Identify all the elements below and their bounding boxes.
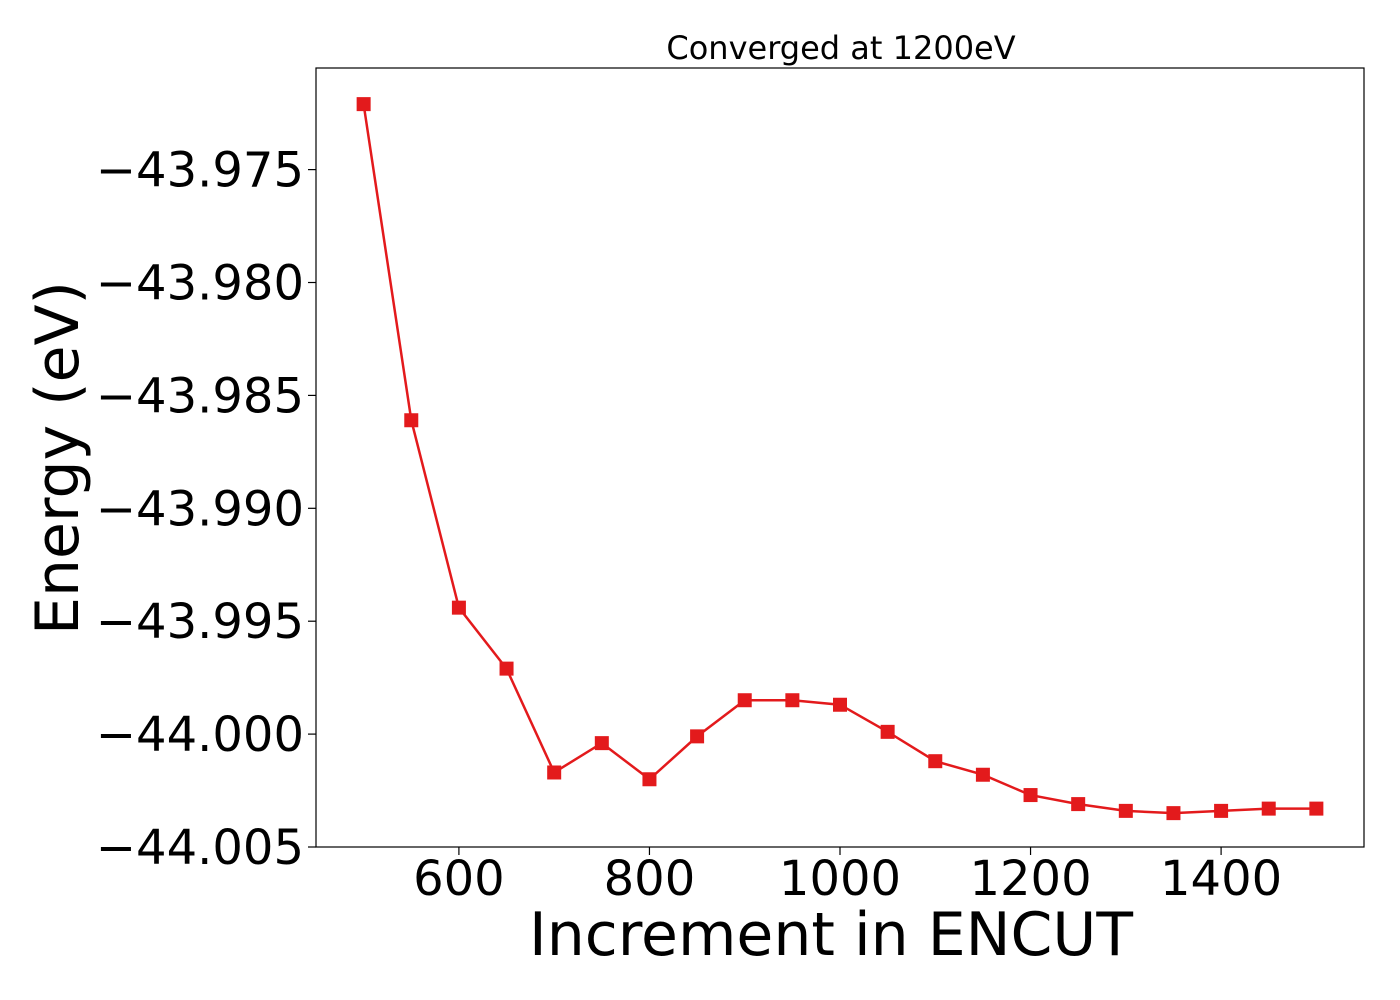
data-point-marker	[642, 772, 657, 787]
y-tick-label: −43.980	[96, 256, 304, 312]
y-axis-label: Energy (eV)	[23, 281, 93, 635]
y-tick-label: −44.005	[96, 820, 304, 876]
data-point-marker	[451, 600, 466, 615]
data-point-marker	[785, 693, 800, 708]
data-point-marker	[737, 693, 752, 708]
data-point-marker	[547, 765, 562, 780]
data-point-marker	[1214, 803, 1229, 818]
data-point-marker	[833, 697, 847, 712]
x-tick-label: 1000	[779, 851, 901, 907]
data-point-marker	[880, 724, 895, 739]
x-tick-label: 1400	[1160, 851, 1282, 907]
data-point-marker	[1023, 788, 1038, 803]
data-point-marker	[1118, 803, 1133, 818]
y-tick-label: −43.995	[96, 594, 304, 650]
x-tick-label: 800	[604, 851, 696, 907]
y-tick-label: −44.000	[96, 707, 304, 763]
plot-area: 600 800 1000 1200 1400 −43.975 −43.980 −43.985 −…	[96, 67, 1365, 907]
y-tick-label: −43.985	[96, 368, 304, 424]
data-point-marker	[594, 736, 609, 751]
data-point-marker	[356, 97, 371, 112]
x-tick-label: 1200	[969, 851, 1091, 907]
data-point-marker	[499, 661, 514, 676]
data-point-marker	[404, 413, 419, 428]
data-point-marker	[975, 767, 990, 782]
data-point-marker	[1071, 797, 1086, 812]
y-tick-label: −43.975	[96, 143, 304, 199]
data-point-marker	[928, 754, 943, 769]
data-point-marker	[1309, 801, 1324, 816]
x-tick-label: 600	[413, 851, 505, 907]
y-tick-label: −43.990	[96, 481, 304, 537]
x-axis-label: Increment in ENCUT	[529, 900, 1133, 970]
axes-frame	[315, 67, 1365, 848]
chart-title: Converged at 1200eV	[666, 29, 1015, 67]
data-point-marker	[1261, 801, 1276, 816]
data-point-marker	[1166, 806, 1181, 821]
data-point-marker	[690, 729, 705, 744]
